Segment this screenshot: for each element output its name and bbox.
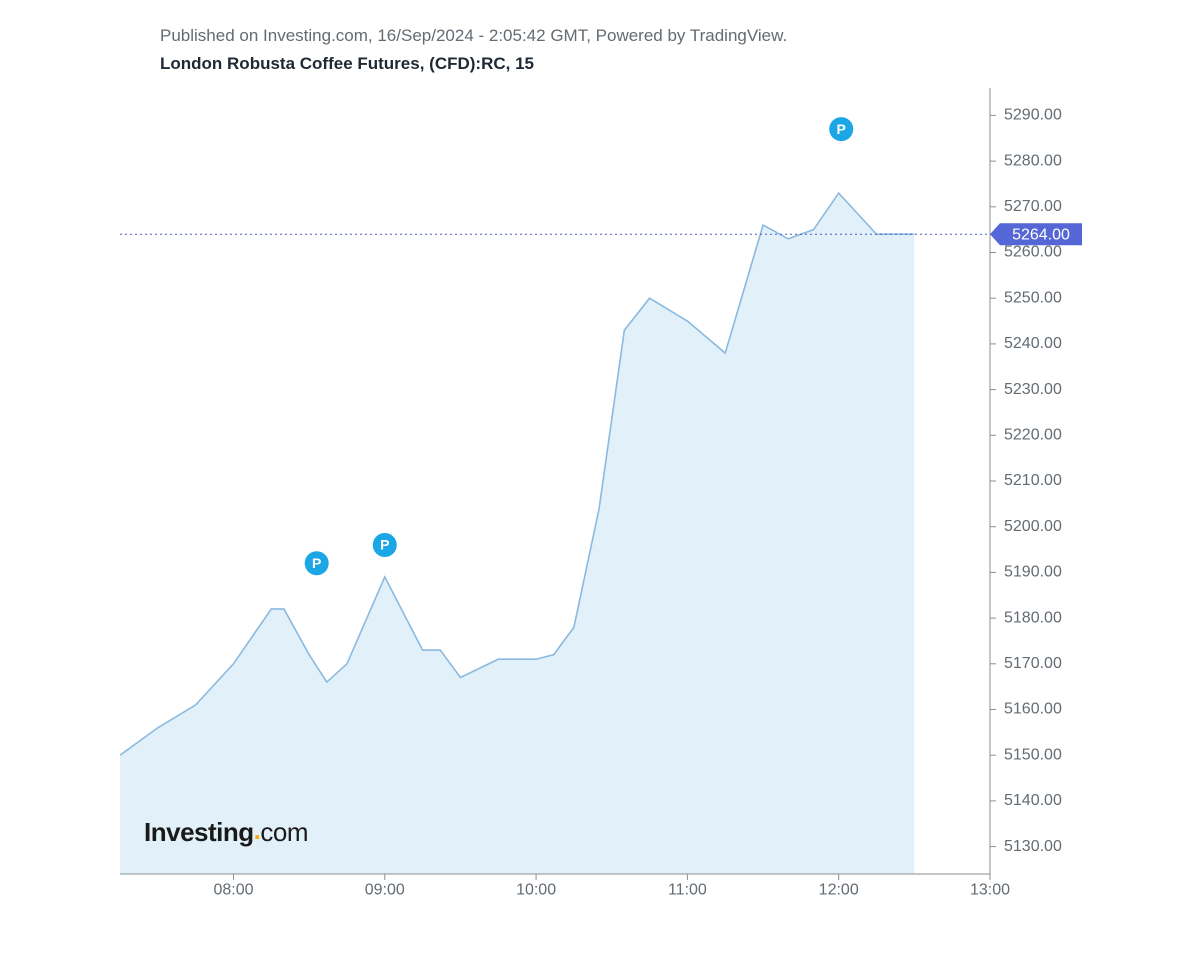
y-tick-label: 5250.00 bbox=[1004, 289, 1062, 306]
published-line: Published on Investing.com, 16/Sep/2024 … bbox=[160, 26, 1160, 46]
y-tick-label: 5130.00 bbox=[1004, 838, 1062, 855]
y-tick-label: 5260.00 bbox=[1004, 244, 1062, 261]
p-badge: P bbox=[829, 117, 853, 141]
y-tick-label: 5160.00 bbox=[1004, 701, 1062, 718]
logo-thin: com bbox=[260, 817, 308, 847]
p-badge: P bbox=[305, 551, 329, 575]
x-tick-label: 13:00 bbox=[970, 881, 1010, 898]
x-tick-label: 08:00 bbox=[213, 881, 253, 898]
investing-logo: Investing.com bbox=[144, 817, 308, 848]
p-badge-text: P bbox=[380, 537, 389, 553]
price-chart: 5130.00 5140.00 5150.00 5160.00 5170.00 5180.… bbox=[120, 88, 1100, 908]
x-tick-label: 09:00 bbox=[365, 881, 405, 898]
y-tick-label: 5190.00 bbox=[1004, 564, 1062, 581]
p-badge-text: P bbox=[312, 555, 321, 571]
x-tick-label: 10:00 bbox=[516, 881, 556, 898]
p-badge: P bbox=[373, 533, 397, 557]
logo-dot: . bbox=[254, 815, 261, 845]
y-tick-label: 5290.00 bbox=[1004, 107, 1062, 124]
current-price-label: 5264.00 bbox=[1012, 226, 1070, 243]
y-tick-label: 5210.00 bbox=[1004, 472, 1062, 489]
y-tick-label: 5170.00 bbox=[1004, 655, 1062, 672]
x-tick-label: 12:00 bbox=[819, 881, 859, 898]
chart-container: Published on Investing.com, 16/Sep/2024 … bbox=[0, 0, 1200, 960]
x-tick-label: 11:00 bbox=[668, 881, 707, 898]
chart-area: 5130.00 5140.00 5150.00 5160.00 5170.00 5180.… bbox=[120, 88, 1100, 908]
y-tick-label: 5220.00 bbox=[1004, 427, 1062, 444]
y-tick-label: 5200.00 bbox=[1004, 518, 1062, 535]
area-fill bbox=[120, 193, 914, 874]
y-tick-label: 5140.00 bbox=[1004, 792, 1062, 809]
logo-bold: Investing bbox=[144, 817, 254, 847]
y-tick-label: 5280.00 bbox=[1004, 152, 1062, 169]
chart-title: London Robusta Coffee Futures, (CFD):RC,… bbox=[160, 54, 1160, 74]
p-badge-text: P bbox=[837, 121, 846, 137]
y-tick-label: 5230.00 bbox=[1004, 381, 1062, 398]
y-tick-label: 5240.00 bbox=[1004, 335, 1062, 352]
y-tick-label: 5270.00 bbox=[1004, 198, 1062, 215]
y-tick-label: 5180.00 bbox=[1004, 609, 1062, 626]
y-tick-label: 5150.00 bbox=[1004, 746, 1062, 763]
